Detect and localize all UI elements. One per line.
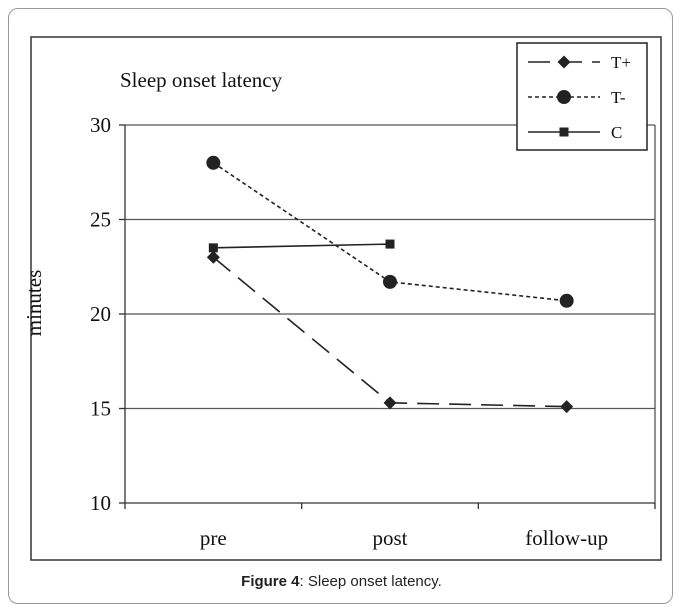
series-line-c (213, 243, 391, 249)
data-point-tplus (206, 250, 220, 264)
legend-marker-c (559, 127, 569, 137)
gridlines (125, 124, 655, 410)
x-tick-label: follow-up (525, 526, 608, 550)
y-axis-label: minutes (22, 270, 46, 337)
legend-label-c: C (611, 123, 622, 142)
x-tick-label: pre (200, 526, 227, 550)
data-point-c (385, 239, 395, 249)
data-point-tminus (559, 293, 574, 308)
data-point-tminus (206, 155, 221, 170)
y-tick-labels: 10 15 20 25 30 (90, 113, 111, 515)
x-tick-label: post (372, 526, 407, 550)
y-tick-label: 15 (90, 397, 111, 421)
figure-caption-text: : Sleep onset latency. (299, 573, 442, 590)
legend-marker-tplus (557, 55, 571, 69)
chart-panel-border (30, 36, 662, 561)
figure-caption-label: Figure 4 (241, 573, 300, 590)
data-point-tplus (383, 396, 397, 410)
data-point-tplus (560, 400, 574, 414)
series-group (206, 155, 574, 414)
data-point-c (208, 243, 218, 253)
sleep-latency-chart: 10 15 20 25 30 pre post follow-up Sleep onset … (22, 36, 662, 561)
y-tick-label: 10 (90, 491, 111, 515)
legend: T+ T- C (516, 42, 648, 151)
figure-caption: Figure 4: Sleep onset latency. (0, 573, 683, 590)
x-tick-labels: pre post follow-up (200, 526, 608, 550)
legend-label-tplus: T+ (611, 53, 631, 72)
y-tick-label: 25 (90, 208, 111, 232)
chart-title: Sleep onset latency (120, 68, 283, 92)
y-tick-label: 30 (90, 113, 111, 137)
axes (119, 124, 656, 509)
legend-marker-tminus (557, 90, 571, 104)
data-point-tminus (383, 274, 397, 289)
legend-label-tminus: T- (611, 88, 626, 107)
y-tick-label: 20 (90, 302, 111, 326)
